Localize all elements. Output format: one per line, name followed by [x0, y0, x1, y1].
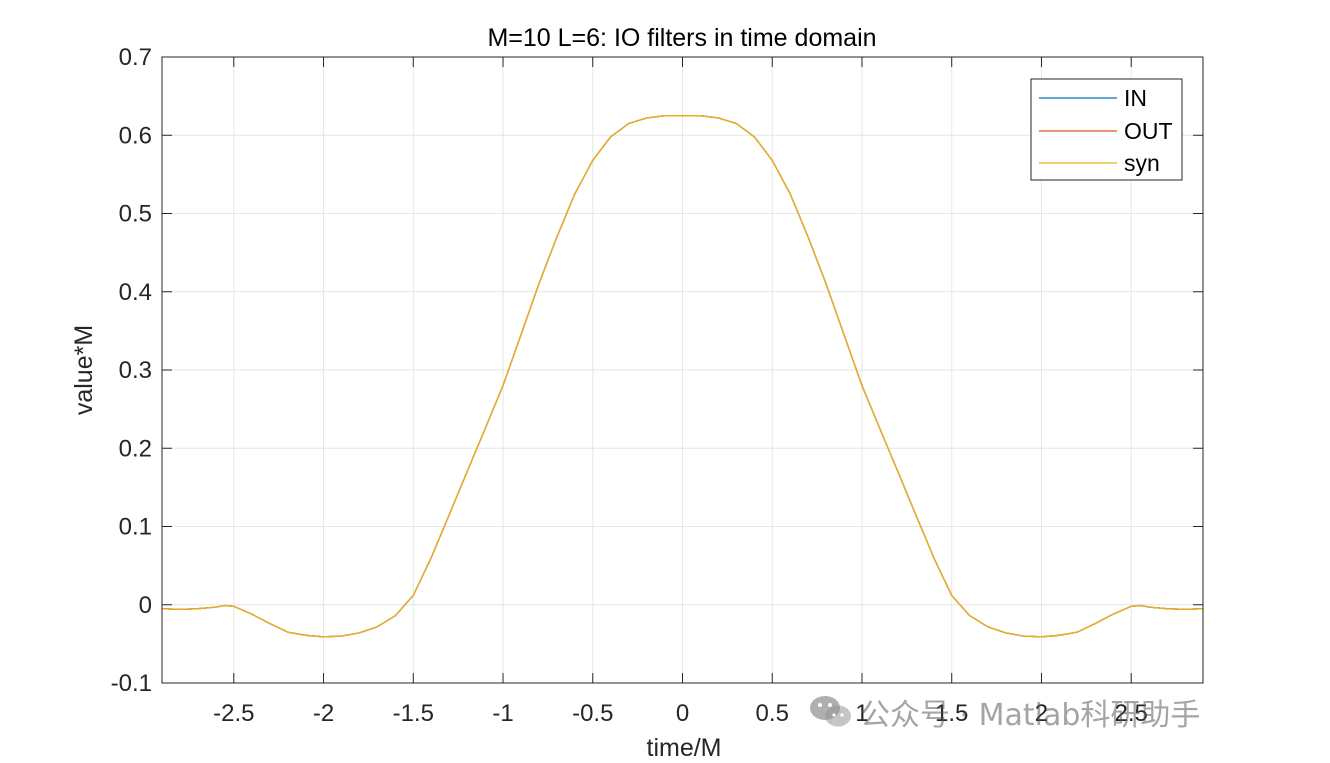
y-tick-label: 0.7 — [119, 44, 152, 71]
y-tick-label: 0.4 — [119, 279, 152, 306]
y-tick-label: 0.3 — [119, 357, 152, 384]
y-tick-label: 0.5 — [119, 201, 152, 228]
x-tick-label: -1 — [492, 700, 513, 727]
x-tick-label: 0.5 — [756, 700, 789, 727]
y-tick-label: -0.1 — [111, 670, 152, 697]
series-layer — [161, 115, 1204, 638]
x-tick-label: 0 — [676, 700, 689, 727]
x-tick-label: 1.5 — [935, 700, 968, 727]
ticks — [162, 56, 1203, 684]
x-tick-label: -2 — [313, 700, 334, 727]
chart-title: M=10 L=6: IO filters in time domain — [487, 24, 876, 52]
x-tick-label: -1.5 — [393, 700, 434, 727]
y-tick-label: 0.6 — [119, 122, 152, 149]
x-tick-label: 2 — [1035, 700, 1048, 727]
x-tick-label: 1 — [855, 700, 868, 727]
y-axis-label: value*M — [70, 325, 98, 415]
y-tick-label: 0.2 — [119, 435, 152, 462]
x-axis-label: time/M — [647, 734, 722, 762]
y-tick-label: 0.1 — [119, 514, 152, 541]
legend: IN OUT syn — [1030, 78, 1183, 181]
y-tick-label: 0 — [139, 592, 152, 619]
legend-label-syn: syn — [1124, 150, 1160, 176]
x-tick-label: -2.5 — [213, 700, 254, 727]
x-tick-label: 2.5 — [1115, 700, 1148, 727]
x-tick-label: -0.5 — [572, 700, 613, 727]
legend-label-out: OUT — [1124, 118, 1173, 144]
series-line-syn — [161, 115, 1204, 638]
legend-label-in: IN — [1124, 85, 1147, 111]
tick-labels: -2.5 -2 -1.5 -1 -0.5 0 0.5 1 1.5 2 2.5 -0.1 0 0.1 0.2 0… — [111, 44, 1148, 727]
